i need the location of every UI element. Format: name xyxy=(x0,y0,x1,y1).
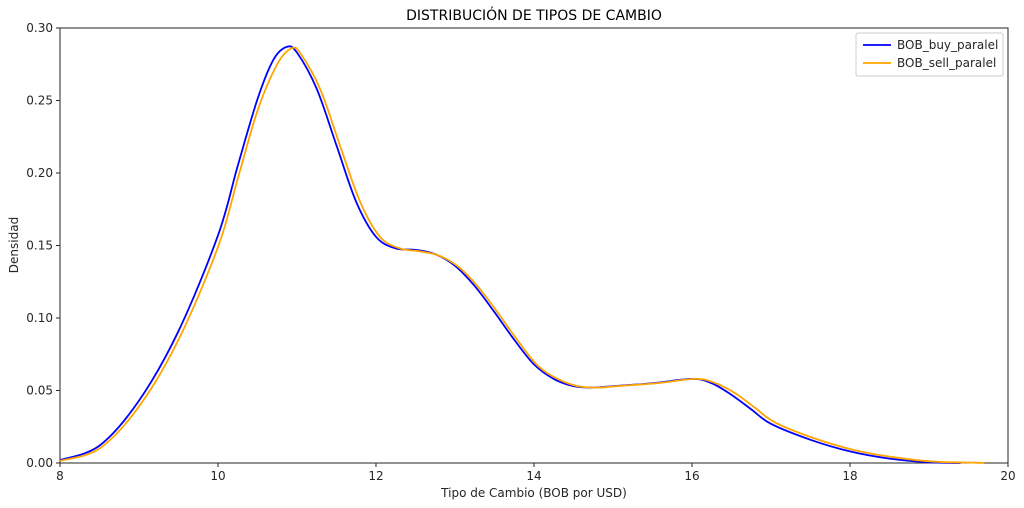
x-tick-label: 10 xyxy=(210,469,225,483)
axes-frame xyxy=(59,27,1009,464)
y-tick-label: 0.30 xyxy=(26,21,53,35)
x-axis-label: Tipo de Cambio (BOB por USD) xyxy=(440,486,627,500)
x-tick-label: 18 xyxy=(842,469,857,483)
y-tick-label: 0.25 xyxy=(26,94,53,108)
y-tick-label: 0.05 xyxy=(26,384,53,398)
y-tick-label: 0.15 xyxy=(26,239,53,253)
series-line-bob-buy-paralel xyxy=(59,45,961,464)
y-axis-label: Densidad xyxy=(7,217,21,273)
series-line-bob-sell-paralel xyxy=(59,46,985,464)
series-lines xyxy=(59,45,985,464)
x-tick-label: 8 xyxy=(56,469,64,483)
y-tick-label: 0.10 xyxy=(26,311,53,325)
y-axis: 0.00 0.05 0.10 0.15 0.20 0.25 0.30 xyxy=(26,21,60,470)
legend-label-buy: BOB_buy_paralel xyxy=(897,38,998,52)
x-tick-label: 16 xyxy=(684,469,699,483)
legend-label-sell: BOB_sell_paralel xyxy=(897,56,996,70)
y-tick-label: 0.00 xyxy=(26,456,53,470)
x-tick-label: 12 xyxy=(368,469,383,483)
x-tick-label: 14 xyxy=(526,469,541,483)
plot-area xyxy=(59,27,1009,464)
y-tick-label: 0.20 xyxy=(26,166,53,180)
legend: BOB_buy_paralel BOB_sell_paralel xyxy=(855,32,1004,77)
x-axis: 8 10 12 14 16 18 20 xyxy=(56,463,1016,483)
x-tick-label: 20 xyxy=(1000,469,1015,483)
chart-title: DISTRIBUCIÓN DE TIPOS DE CAMBIO xyxy=(406,6,662,24)
legend-box xyxy=(855,32,1004,77)
